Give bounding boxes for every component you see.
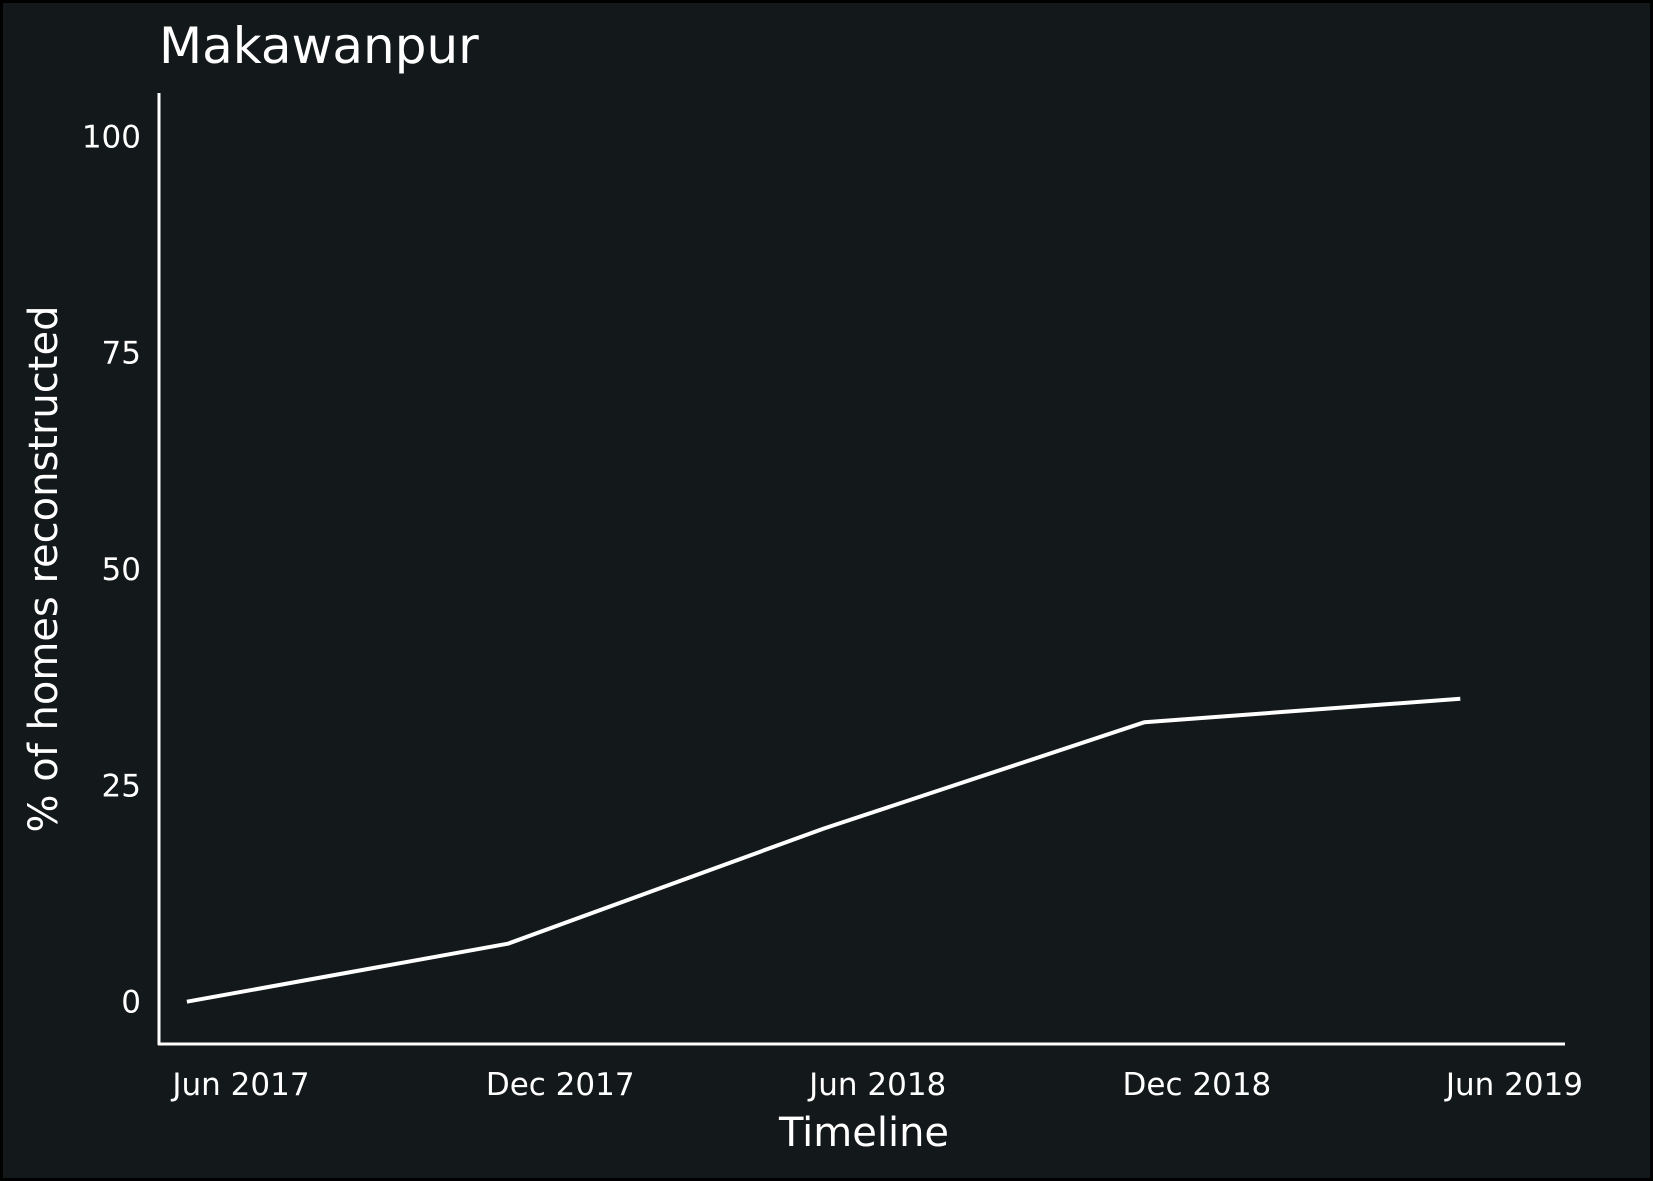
x-tick-label: Jun 2019 [1444, 1067, 1583, 1103]
x-tick-label: Jun 2018 [807, 1067, 946, 1103]
x-tick-label: Dec 2017 [486, 1067, 635, 1103]
x-axis-title: Timeline [778, 1110, 949, 1156]
y-tick-labels: 0 25 50 75 100 [82, 119, 141, 1020]
x-tick-labels: Jun 2017 Dec 2017 Jun 2018 Dec 2018 Jun 2019 [170, 1067, 1583, 1103]
y-tick-label: 0 [121, 985, 141, 1021]
y-tick-label: 50 [102, 552, 141, 588]
y-axis-title: % of homes reconstructed [21, 306, 67, 833]
y-tick-label: 75 [102, 336, 141, 372]
y-tick-label: 100 [82, 119, 141, 155]
x-tick-label: Dec 2018 [1123, 1067, 1272, 1103]
series-line [186, 696, 1461, 1004]
chart-title: Makawanpur [159, 17, 479, 75]
chart-frame: Makawanpur 0 25 50 75 100 Jun 2017 Dec 2017 Ju… [3, 3, 1650, 1178]
y-tick-label: 25 [102, 768, 141, 804]
x-tick-label: Jun 2017 [170, 1067, 309, 1103]
